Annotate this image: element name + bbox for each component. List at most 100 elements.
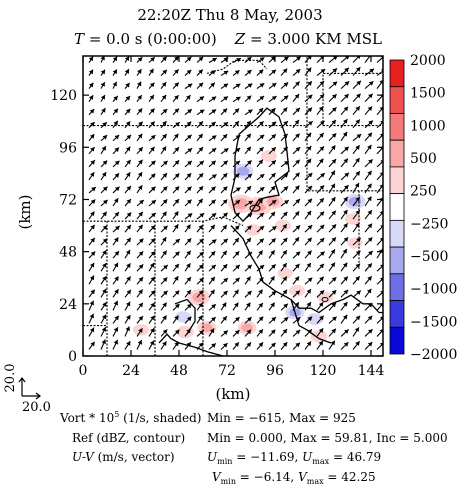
wind-vector — [268, 211, 276, 220]
wind-vector — [304, 341, 312, 350]
wind-vector — [352, 80, 362, 90]
x-axis-ticks: 0 24 48 72 96 120 144 — [79, 56, 384, 379]
wind-vector — [280, 316, 289, 324]
wind-vector — [244, 83, 253, 90]
wind-vector — [304, 107, 313, 116]
wind-vector — [136, 315, 144, 324]
wind-vector — [112, 326, 119, 337]
wind-vector — [208, 174, 217, 181]
wind-vector — [304, 158, 312, 168]
wind-vector — [208, 199, 216, 207]
wind-vector — [208, 328, 215, 337]
wind-vector — [352, 290, 362, 298]
wind-vector — [304, 145, 312, 155]
wind-vector — [100, 56, 105, 63]
wind-vector — [280, 146, 289, 155]
wind-vector — [244, 160, 252, 168]
wind-vector — [220, 96, 229, 103]
wind-vector — [196, 238, 205, 246]
wind-vector — [268, 225, 277, 233]
wind-vector — [112, 56, 118, 63]
wind-vector — [316, 146, 325, 155]
wind-vector — [256, 250, 264, 259]
wind-vector — [328, 210, 337, 220]
wind-vector — [220, 83, 229, 90]
wind-vector — [244, 200, 254, 207]
wind-vector — [172, 315, 179, 324]
wind-vector — [328, 328, 337, 337]
wind-vector — [268, 238, 277, 246]
wind-vector — [220, 199, 228, 207]
wind-vector — [256, 107, 264, 116]
wind-vector — [328, 158, 337, 168]
wind-vector — [364, 132, 373, 142]
wind-vector — [88, 108, 95, 116]
wind-vector — [352, 170, 361, 181]
wind-vector — [364, 170, 372, 181]
wind-vector — [280, 223, 288, 233]
wind-vector — [208, 160, 217, 168]
wind-vector — [328, 81, 338, 90]
wind-vector — [148, 160, 156, 168]
wind-vector — [316, 120, 325, 129]
wind-vector — [256, 173, 265, 181]
wind-vector — [196, 342, 204, 350]
wind-vector — [268, 107, 276, 116]
wind-vector — [160, 172, 168, 181]
wind-vector — [148, 56, 156, 63]
wind-vector — [196, 251, 205, 259]
wind-vector — [172, 173, 180, 181]
wind-vector — [196, 120, 204, 129]
wind-vector — [232, 302, 239, 311]
wind-vector — [220, 108, 228, 116]
wind-vector — [196, 133, 204, 142]
wind-vector — [352, 105, 361, 116]
wind-vector — [244, 251, 253, 259]
wind-vector — [316, 197, 325, 207]
wind-vector — [304, 185, 313, 194]
wind-vector — [160, 211, 168, 220]
wind-vector — [148, 173, 156, 181]
colorbar-swatch — [389, 326, 405, 355]
wind-vector — [364, 341, 373, 350]
wind-vector — [88, 300, 95, 311]
wind-vector — [364, 120, 374, 129]
time-variable: T — [74, 30, 85, 48]
wind-vector — [328, 276, 337, 285]
plot-frame — [82, 55, 384, 357]
wind-vector — [292, 119, 300, 129]
wind-vector — [364, 223, 373, 233]
wind-vector — [136, 211, 144, 220]
wind-vector — [364, 196, 372, 207]
legend-vort-label: Vort * 105 (1/s, shaded) — [59, 410, 202, 425]
wind-vector — [352, 157, 360, 168]
wind-vector — [124, 237, 132, 246]
vorticity-patch — [261, 150, 277, 162]
wind-vector — [244, 120, 252, 129]
wind-vector — [304, 67, 312, 76]
wind-vector — [100, 288, 107, 298]
wind-vector — [136, 289, 144, 298]
wind-vector — [112, 262, 119, 272]
county-line — [322, 72, 383, 126]
wind-vector — [232, 83, 241, 90]
wind-vector — [100, 199, 108, 207]
wind-vector — [184, 172, 192, 181]
colorbar-label: −500 — [410, 249, 448, 265]
wind-vector — [328, 67, 338, 76]
wind-vector — [304, 198, 313, 207]
wind-vector — [340, 209, 348, 220]
wind-vector — [148, 276, 156, 285]
wind-vector — [172, 133, 179, 142]
wind-vector — [316, 106, 324, 116]
wind-vector — [136, 263, 144, 272]
wind-vector — [244, 133, 252, 142]
wind-vector — [172, 146, 180, 155]
wind-vector — [256, 212, 265, 220]
wind-vector — [256, 82, 265, 90]
wind-vector — [304, 262, 312, 272]
wind-vector — [184, 276, 192, 285]
wind-vector — [148, 224, 156, 233]
wind-vector — [184, 316, 192, 324]
